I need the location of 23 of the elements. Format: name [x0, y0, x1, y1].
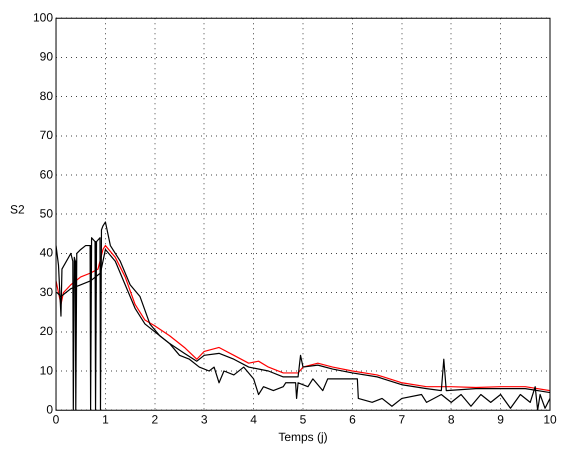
y-tick-label: 100 — [32, 10, 54, 25]
x-tick-label: 8 — [448, 412, 455, 427]
y-tick-label: 20 — [40, 324, 54, 338]
y-tick-label: 70 — [40, 128, 54, 142]
y-tick-label: 90 — [40, 50, 54, 64]
x-tick-label: 10 — [543, 412, 557, 427]
x-tick-label: 1 — [102, 412, 110, 427]
x-axis-title: Temps (j) — [278, 430, 328, 444]
x-tick-label: 7 — [398, 412, 406, 427]
x-tick-label: 3 — [200, 412, 208, 427]
x-tick-label: 2 — [151, 412, 158, 427]
y-tick-label: 0 — [46, 402, 54, 417]
x-tick-label: 4 — [250, 412, 258, 427]
y-tick-label: 50 — [40, 206, 54, 221]
y-axis-title: S2 — [10, 202, 26, 217]
y-tick-label: 30 — [40, 284, 54, 299]
x-tick-label: 6 — [349, 412, 356, 427]
y-tick-label: 60 — [40, 167, 54, 182]
y-tick-label: 80 — [40, 88, 54, 103]
y-tick-label: 40 — [40, 246, 54, 260]
y-tick-label: 10 — [40, 363, 54, 378]
x-tick-label: 5 — [300, 412, 307, 427]
x-tick-label: 9 — [497, 412, 504, 427]
